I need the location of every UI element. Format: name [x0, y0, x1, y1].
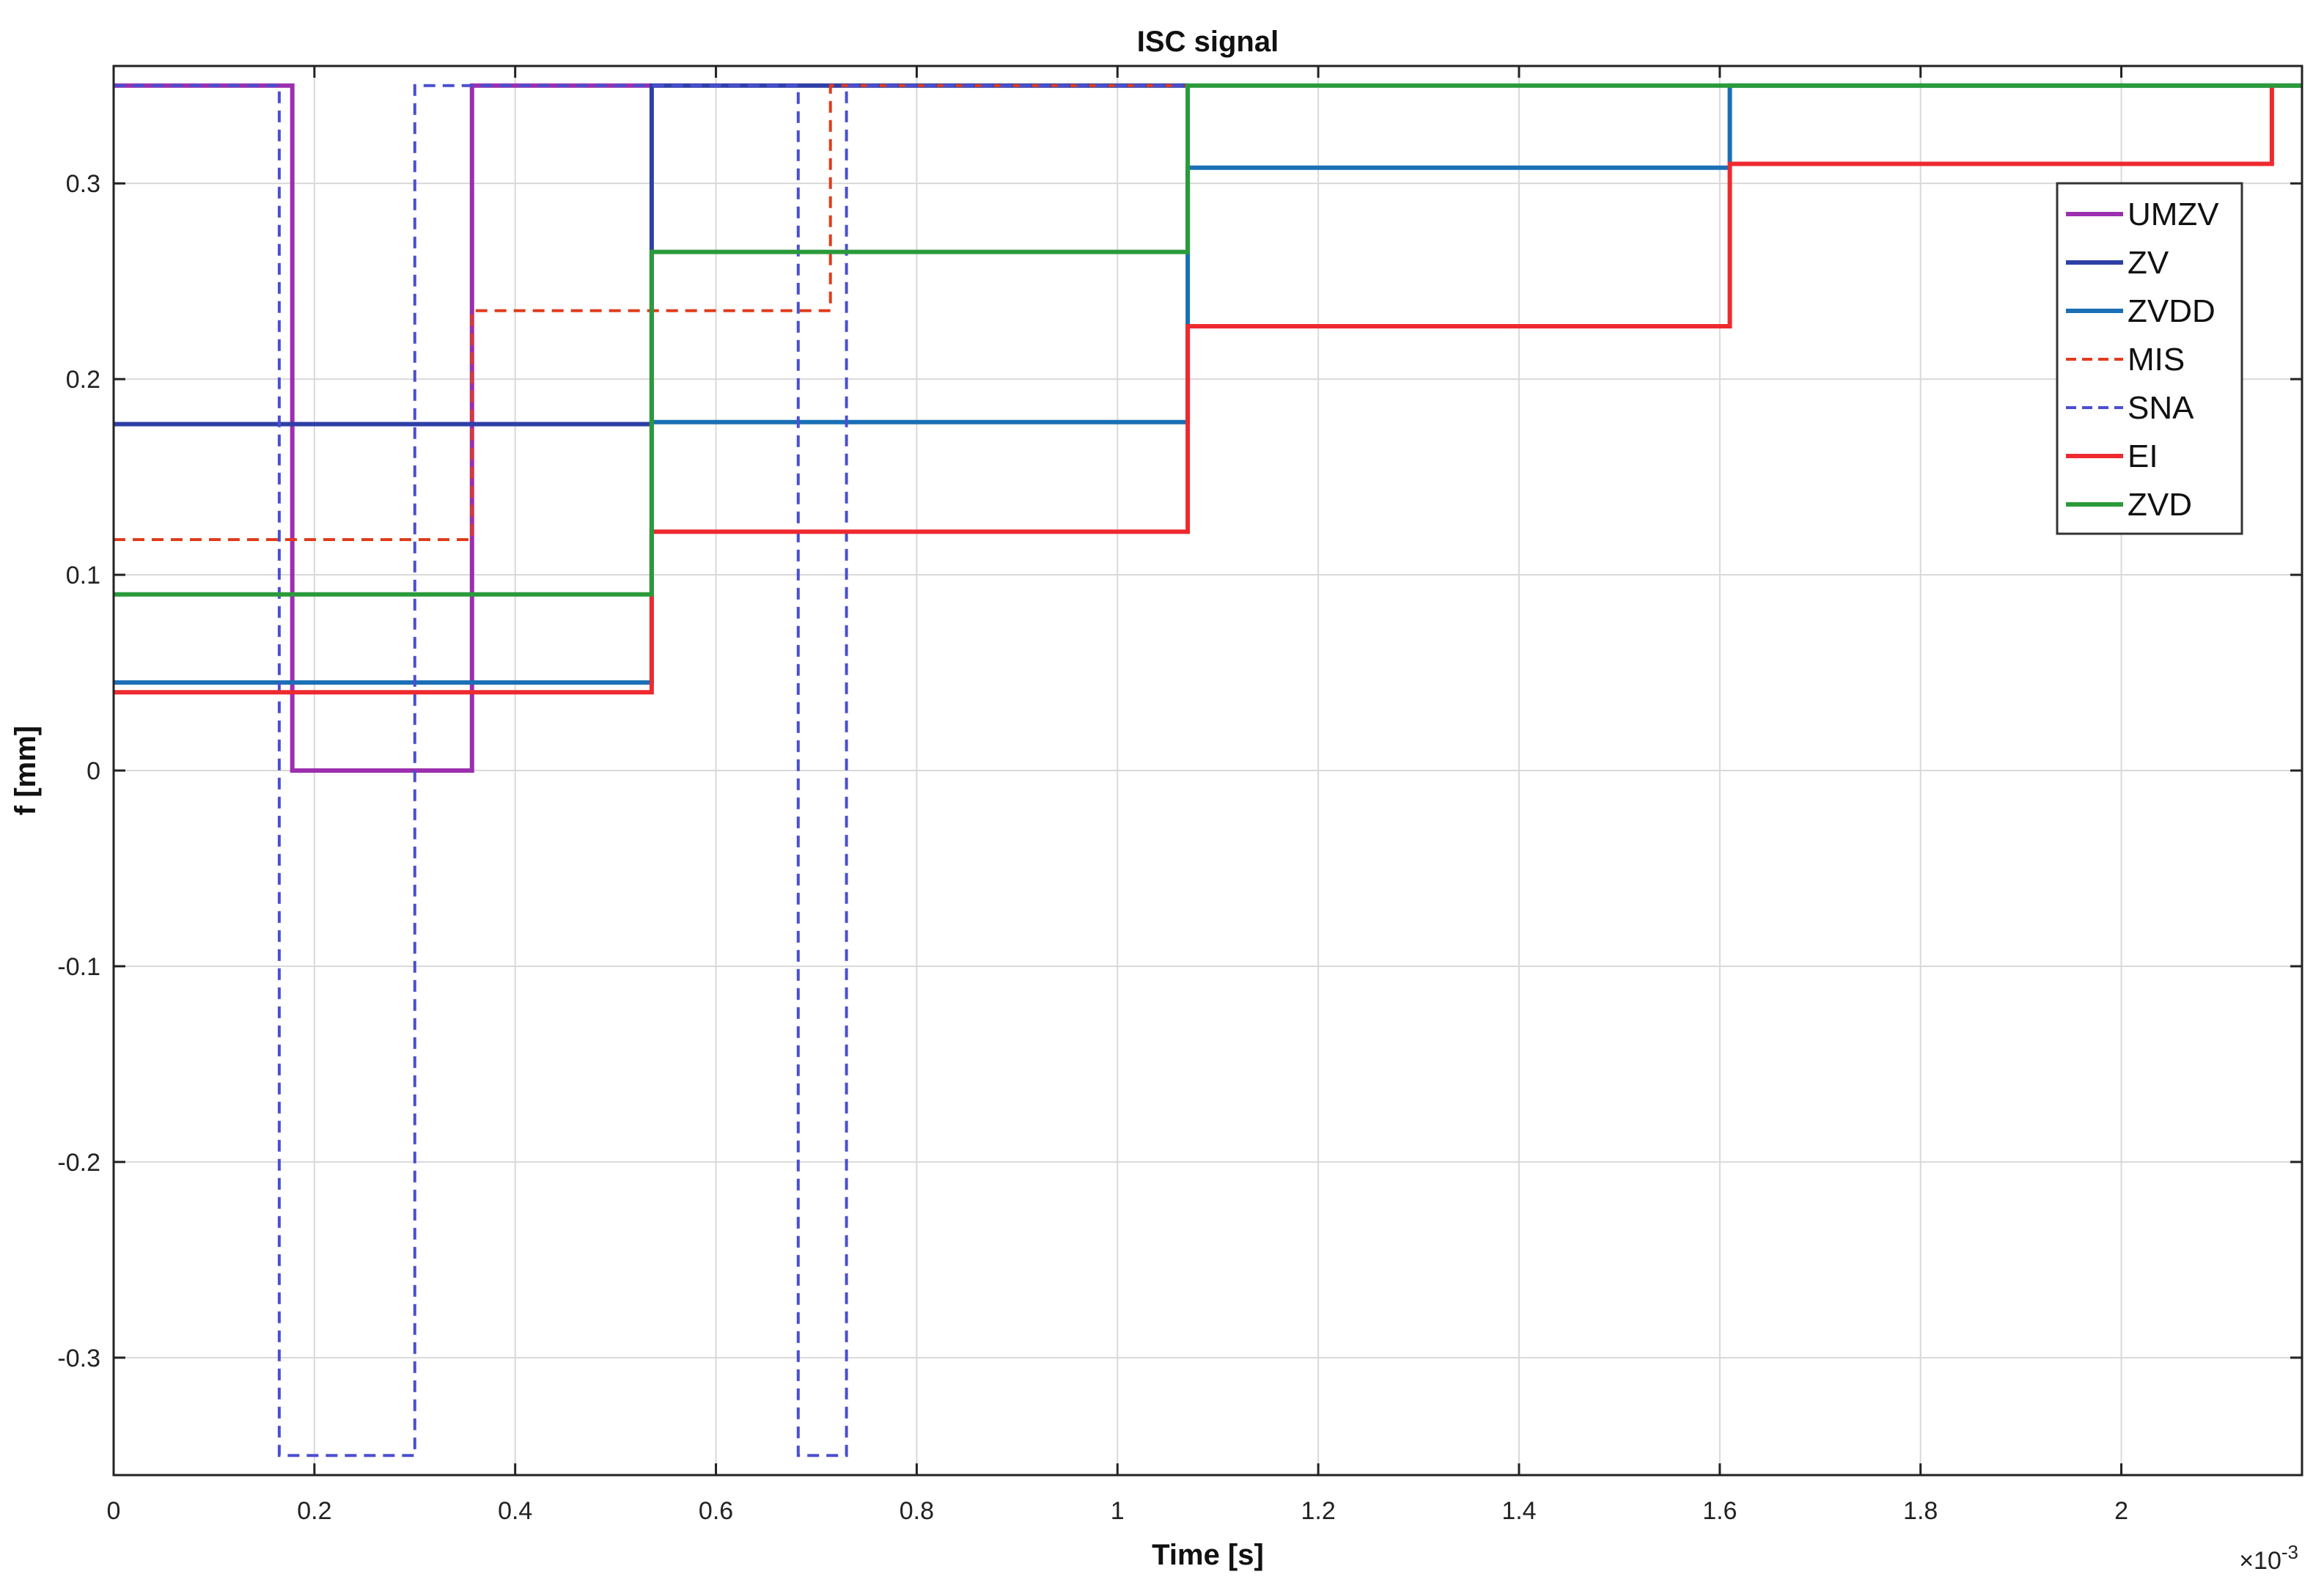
x-tick-label: 1.4 — [1501, 1497, 1536, 1525]
series-line-umzv — [114, 83, 652, 773]
x-tick-label: 0.4 — [498, 1497, 532, 1525]
chart-title: ISC signal — [1137, 26, 1279, 58]
legend-label-ei: EI — [2128, 438, 2158, 474]
y-tick-label: 0.2 — [66, 366, 100, 394]
y-tick-label: -0.2 — [57, 1149, 100, 1177]
y-tick-label: 0.1 — [66, 562, 100, 589]
y-tick-label: 0.3 — [66, 170, 100, 198]
series-line-zvd — [114, 83, 2302, 597]
legend-label-mis: MIS — [2128, 342, 2185, 378]
series-line-sna — [114, 84, 1188, 1457]
x-exponent-base: ×10 — [2239, 1547, 2281, 1575]
x-exponent-power: -3 — [2281, 1541, 2298, 1563]
legend-label-sna: SNA — [2128, 390, 2194, 426]
x-tick-label: 2 — [2114, 1497, 2128, 1525]
series-line-ei — [114, 85, 2274, 695]
legend-label-zvdd: ZVDD — [2128, 293, 2215, 329]
x-axis-exponent: ×10-3 — [2239, 1541, 2298, 1575]
x-tick-label: 1.6 — [1702, 1497, 1737, 1525]
legend-label-umzv: UMZV — [2128, 196, 2219, 232]
x-tick-label: 0.2 — [297, 1497, 331, 1525]
y-tick-label: 0 — [87, 757, 100, 785]
x-tick-label: 1.2 — [1301, 1497, 1335, 1525]
y-axis-label: f [mm] — [10, 726, 42, 815]
x-tick-label: 1.8 — [1903, 1497, 1938, 1525]
x-tick-label: 0.6 — [699, 1497, 733, 1525]
series-group — [114, 83, 2302, 1457]
legend: UMZV ZV ZVDD MIS SNA EI ZVD — [2056, 182, 2243, 535]
y-tick-label: -0.3 — [57, 1345, 100, 1372]
x-axis-label: Time [s] — [1152, 1539, 1264, 1571]
x-tick-label: 1 — [1111, 1497, 1125, 1525]
x-tick-label: 0 — [107, 1497, 121, 1525]
y-tick-label: -0.1 — [57, 953, 100, 981]
legend-label-zvd: ZVD — [2128, 487, 2192, 523]
legend-label-zv: ZV — [2128, 245, 2169, 281]
tick-labels: 0 0.2 0.4 0.6 0.8 1 1.2 1.4 1.6 1.8 2 -0.3 -0.2 -0.1 0… — [57, 66, 2302, 1525]
x-tick-label: 0.8 — [900, 1497, 934, 1525]
